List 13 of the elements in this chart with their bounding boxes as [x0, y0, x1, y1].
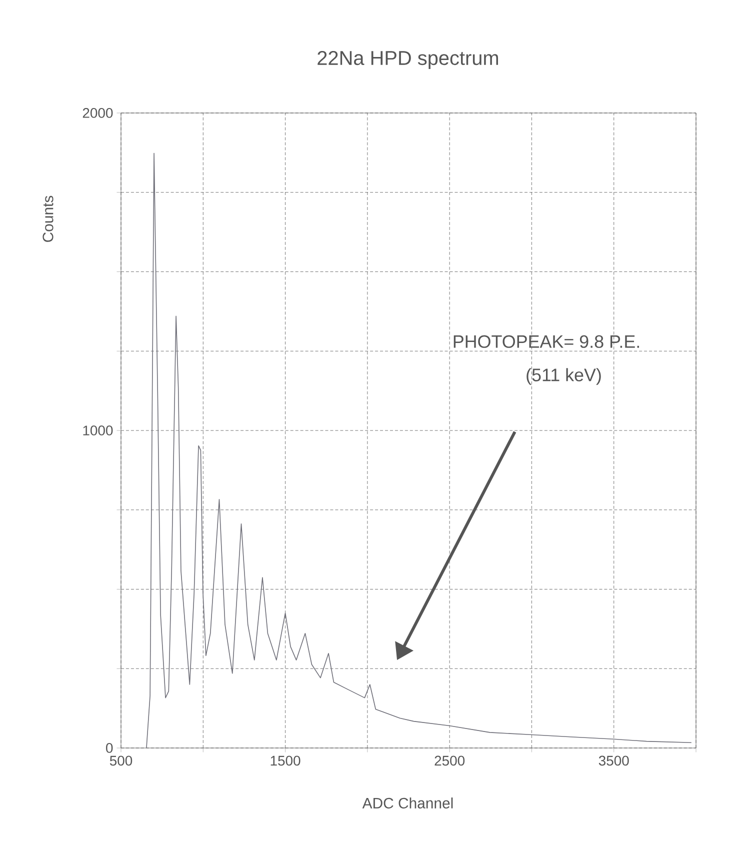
- x-axis-title: ADC Channel: [362, 798, 453, 808]
- x-tick-label: 1500: [270, 756, 300, 766]
- y-tick-label: 1000: [83, 426, 113, 436]
- x-tick-label: 2500: [434, 756, 465, 766]
- line-series: [146, 152, 692, 748]
- annotation: PHOTOPEAK= 9.8 P.E.: [454, 335, 639, 348]
- x-tick-label: 3500: [598, 756, 629, 766]
- x-tick-label: 500: [110, 756, 132, 766]
- chart-title: 22Na HPD spectrum: [318, 50, 498, 70]
- y-tick-label: 2000: [82, 108, 113, 118]
- annotation: (511 keV): [526, 368, 601, 385]
- y-axis-title: Counts: [42, 196, 54, 242]
- y-tick-label: 0: [106, 743, 113, 753]
